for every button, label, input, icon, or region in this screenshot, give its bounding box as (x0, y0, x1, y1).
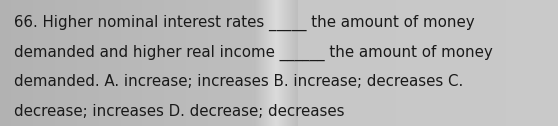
Text: decrease; increases D. decrease; decreases: decrease; increases D. decrease; decreas… (14, 104, 344, 119)
Text: demanded and higher real income ______ the amount of money: demanded and higher real income ______ t… (14, 45, 493, 61)
Text: demanded. A. increase; increases B. increase; decreases C.: demanded. A. increase; increases B. incr… (14, 74, 463, 89)
Text: 66. Higher nominal interest rates _____ the amount of money: 66. Higher nominal interest rates _____ … (14, 15, 474, 31)
